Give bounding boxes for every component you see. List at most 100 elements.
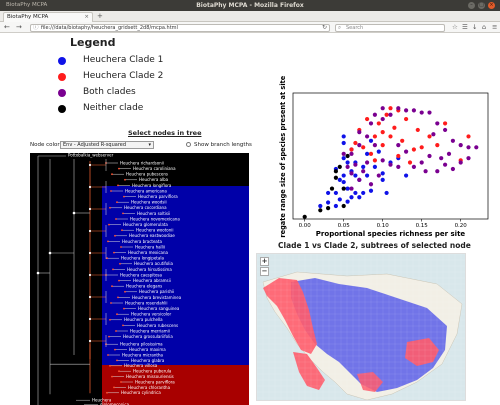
scatter-point xyxy=(400,138,405,143)
tree-node[interactable] xyxy=(122,212,124,215)
tree-node[interactable] xyxy=(124,178,126,181)
map-svg[interactable] xyxy=(257,254,466,401)
tree-node[interactable] xyxy=(117,184,119,187)
tree-tip-label: Heuchera acutifolia xyxy=(134,261,174,266)
tree-node[interactable] xyxy=(88,185,92,189)
tree-node[interactable] xyxy=(106,257,108,260)
tree-node[interactable] xyxy=(88,163,92,167)
tree-node[interactable] xyxy=(88,273,92,277)
scatter-point xyxy=(466,134,471,139)
info-icon: ⓘ xyxy=(33,24,39,31)
download-icon[interactable]: ↓ xyxy=(472,23,478,31)
tree-node[interactable] xyxy=(109,364,111,367)
browser-tab[interactable]: BiotaPhy MCPA × xyxy=(3,12,93,22)
tree-node[interactable] xyxy=(121,229,123,232)
scatter-point xyxy=(365,116,370,122)
tree-node[interactable] xyxy=(107,240,109,243)
url-bar[interactable]: ⓘ file:///data/biotaphy/heuchera_gridset… xyxy=(30,23,330,32)
scatter-point xyxy=(357,195,362,200)
tree-node[interactable] xyxy=(116,201,118,204)
tree-node[interactable] xyxy=(110,302,112,304)
tree-svg[interactable]: Pottobalkia_webserver Heuchera richardson… xyxy=(30,153,249,405)
map[interactable]: + − xyxy=(256,253,466,401)
tree-node[interactable] xyxy=(113,386,115,389)
tab-bar: BiotaPhy MCPA × + xyxy=(0,11,500,22)
tree-node[interactable] xyxy=(88,339,92,343)
node-color-select[interactable]: Env - Adjusted R-squared ▾ xyxy=(60,141,154,149)
tree-node[interactable] xyxy=(88,317,92,321)
tree-node[interactable] xyxy=(119,262,121,265)
bookmark-star-icon[interactable]: ☆ xyxy=(452,23,458,31)
tree-node[interactable] xyxy=(118,279,120,282)
scatter-point xyxy=(411,147,416,152)
scatter-point xyxy=(380,116,385,122)
tree-node[interactable] xyxy=(88,229,92,233)
new-tab-icon[interactable]: + xyxy=(97,12,103,20)
minimize-icon[interactable]: – xyxy=(468,2,475,9)
tree-tip-label: Heuchera hallii xyxy=(135,244,165,249)
tree-node[interactable] xyxy=(108,223,110,226)
tree-node[interactable] xyxy=(48,251,52,255)
scatter-point xyxy=(376,121,381,126)
tree-node[interactable] xyxy=(111,173,113,176)
search-input[interactable]: ⌕ Search xyxy=(335,23,445,32)
reading-list-icon[interactable]: ☰ xyxy=(462,23,468,31)
menu-icon[interactable]: ≡ xyxy=(492,23,498,31)
scatter-point xyxy=(326,190,331,196)
maximize-icon[interactable]: □ xyxy=(478,2,485,9)
tab-close-icon[interactable]: × xyxy=(84,14,89,20)
scatter-point xyxy=(404,149,409,154)
clade2-dot-icon xyxy=(58,72,66,81)
tree-node[interactable] xyxy=(111,285,113,288)
tree-node[interactable] xyxy=(114,348,116,351)
scatter-point xyxy=(341,186,346,191)
tree-node[interactable] xyxy=(118,370,120,373)
tree-node[interactable] xyxy=(111,375,113,378)
tree-node[interactable] xyxy=(123,195,125,198)
scatter-point xyxy=(365,134,370,139)
tree-node[interactable] xyxy=(113,251,115,254)
scatter-point xyxy=(376,149,381,154)
window-title: BiotaPhy MCPA - Mozilla Firefox xyxy=(196,2,304,9)
scatter-point xyxy=(368,182,374,187)
tree-node[interactable] xyxy=(108,335,110,338)
tree-node[interactable] xyxy=(112,268,114,271)
phylogenetic-tree[interactable]: Pottobalkia_webserver Heuchera richardson… xyxy=(30,153,249,405)
tree-node[interactable] xyxy=(123,307,125,310)
zoom-out-button[interactable]: − xyxy=(260,267,269,276)
tree-node[interactable] xyxy=(122,324,124,327)
forward-icon[interactable]: → xyxy=(16,23,22,31)
tree-node[interactable] xyxy=(118,167,120,170)
scatter-point xyxy=(380,143,385,148)
back-icon[interactable]: ← xyxy=(4,23,10,31)
scatter-point xyxy=(380,171,385,176)
tree-node[interactable] xyxy=(115,218,117,220)
home-icon[interactable]: ⌂ xyxy=(482,23,487,31)
tree-node[interactable] xyxy=(115,330,117,332)
tree-node[interactable] xyxy=(124,290,126,293)
scatter-point xyxy=(357,130,362,135)
tree-node[interactable] xyxy=(116,313,118,316)
reload-icon[interactable]: ↻ xyxy=(322,24,328,31)
close-icon[interactable]: × xyxy=(488,2,495,9)
tree-node[interactable] xyxy=(88,295,92,299)
zoom-in-button[interactable]: + xyxy=(260,257,269,266)
tree-node[interactable] xyxy=(109,206,111,209)
scatter-point xyxy=(353,173,358,178)
tree-node[interactable] xyxy=(116,359,118,362)
tree-node[interactable] xyxy=(114,234,116,237)
tree-node[interactable] xyxy=(117,296,119,299)
tree-node[interactable] xyxy=(88,207,92,211)
tree-node[interactable] xyxy=(110,190,112,192)
tree-node[interactable] xyxy=(120,246,122,248)
tree-node[interactable] xyxy=(36,271,40,275)
tree-node[interactable] xyxy=(107,354,109,356)
legend-label: Heuchera Clade 2 xyxy=(83,71,164,81)
tree-node[interactable] xyxy=(72,211,76,215)
tree-tip-label: Heuchera glomerulata xyxy=(123,222,168,227)
show-branch-lengths-checkbox[interactable] xyxy=(186,142,191,147)
tree-node[interactable] xyxy=(88,251,92,255)
tree-node[interactable] xyxy=(120,381,122,383)
tree-node[interactable] xyxy=(109,318,111,321)
tree-node[interactable] xyxy=(106,391,108,394)
